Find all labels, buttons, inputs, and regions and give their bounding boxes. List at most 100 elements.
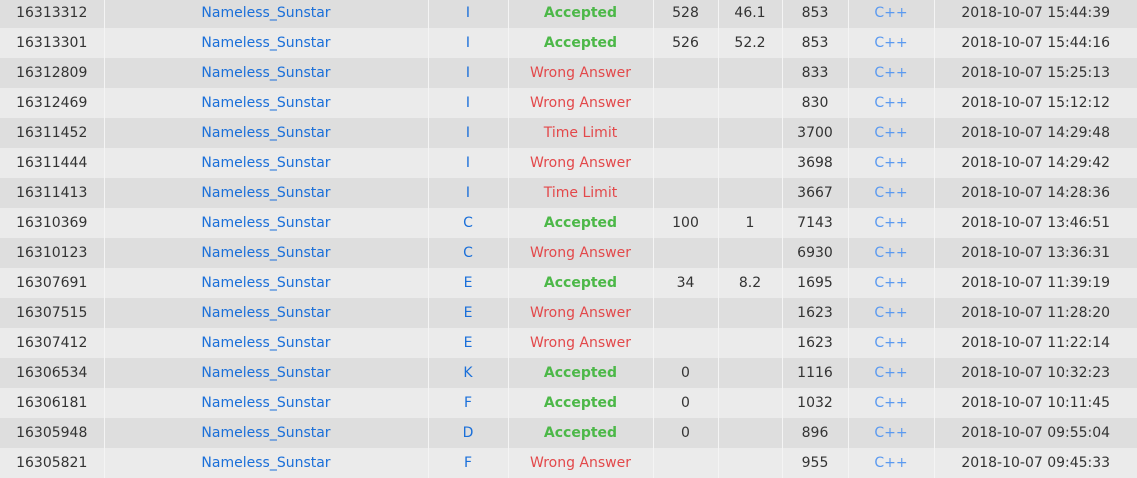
memory-value xyxy=(717,388,782,418)
run-id: 16311413 xyxy=(16,185,88,201)
language-link[interactable]: C++ xyxy=(847,268,934,298)
user-link[interactable]: Nameless_Sunstar xyxy=(103,58,428,88)
submit-time: 2018-10-07 15:44:39 xyxy=(933,0,1137,28)
user-link[interactable]: Nameless_Sunstar xyxy=(103,268,428,298)
run-id: 16310123 xyxy=(16,245,88,261)
result-status: Accepted xyxy=(507,388,653,418)
language-link[interactable]: C++ xyxy=(847,238,934,268)
time-value xyxy=(652,178,718,208)
memory-value xyxy=(717,178,782,208)
problem-link[interactable]: I xyxy=(427,178,508,208)
result-status: Time Limit xyxy=(507,118,653,148)
time-value xyxy=(652,58,718,88)
time-value: 0 xyxy=(652,358,718,388)
result-status: Wrong Answer xyxy=(507,448,653,478)
run-id: 16312469 xyxy=(16,95,88,111)
time-value xyxy=(652,448,718,478)
run-id: 16311452 xyxy=(16,125,88,141)
problem-link[interactable]: I xyxy=(427,58,508,88)
code-length: 3667 xyxy=(781,178,848,208)
code-length: 830 xyxy=(781,88,848,118)
problem-link[interactable]: D xyxy=(427,418,508,448)
language-link[interactable]: C++ xyxy=(847,358,934,388)
user-link[interactable]: Nameless_Sunstar xyxy=(103,178,428,208)
problem-link[interactable]: C xyxy=(427,238,508,268)
language-link[interactable]: C++ xyxy=(847,148,934,178)
user-link[interactable]: Nameless_Sunstar xyxy=(103,148,428,178)
problem-link[interactable]: K xyxy=(427,358,508,388)
user-link[interactable]: Nameless_Sunstar xyxy=(103,118,428,148)
language-link[interactable]: C++ xyxy=(847,418,934,448)
time-value xyxy=(652,148,718,178)
submit-time: 2018-10-07 11:28:20 xyxy=(933,298,1137,328)
language-link[interactable]: C++ xyxy=(847,208,934,238)
problem-link[interactable]: C xyxy=(427,208,508,238)
submit-time: 2018-10-07 15:44:16 xyxy=(933,28,1137,58)
result-status: Accepted xyxy=(507,28,653,58)
time-value: 100 xyxy=(652,208,718,238)
language-link[interactable]: C++ xyxy=(847,118,934,148)
user-link[interactable]: Nameless_Sunstar xyxy=(103,88,428,118)
table-row: 16311452 Nameless_Sunstar I Time Limit 3700 C… xyxy=(0,118,1137,148)
code-length: 1623 xyxy=(781,328,848,358)
code-length: 1695 xyxy=(781,268,848,298)
language-link[interactable]: C++ xyxy=(847,58,934,88)
problem-link[interactable]: E xyxy=(427,328,508,358)
result-status: Accepted xyxy=(507,208,653,238)
language-link[interactable]: C++ xyxy=(847,388,934,418)
user-link[interactable]: Nameless_Sunstar xyxy=(103,418,428,448)
result-status: Accepted xyxy=(507,268,653,298)
user-link[interactable]: Nameless_Sunstar xyxy=(103,28,428,58)
user-link[interactable]: Nameless_Sunstar xyxy=(103,328,428,358)
code-length: 1032 xyxy=(781,388,848,418)
problem-link[interactable]: F xyxy=(427,388,508,418)
submit-time: 2018-10-07 09:55:04 xyxy=(933,418,1137,448)
user-link[interactable]: Nameless_Sunstar xyxy=(103,238,428,268)
problem-link[interactable]: F xyxy=(427,448,508,478)
time-value xyxy=(652,118,718,148)
user-link[interactable]: Nameless_Sunstar xyxy=(103,448,428,478)
memory-value xyxy=(717,238,782,268)
user-link[interactable]: Nameless_Sunstar xyxy=(103,298,428,328)
run-id: 16313312 xyxy=(16,5,88,21)
run-id: 16305821 xyxy=(16,455,88,471)
problem-link[interactable]: I xyxy=(427,148,508,178)
user-link[interactable]: Nameless_Sunstar xyxy=(103,388,428,418)
code-length: 6930 xyxy=(781,238,848,268)
result-status: Wrong Answer xyxy=(507,148,653,178)
memory-value xyxy=(717,298,782,328)
language-link[interactable]: C++ xyxy=(847,178,934,208)
language-link[interactable]: C++ xyxy=(847,298,934,328)
time-value xyxy=(652,328,718,358)
result-status: Accepted xyxy=(507,358,653,388)
memory-value xyxy=(717,328,782,358)
language-link[interactable]: C++ xyxy=(847,448,934,478)
problem-link[interactable]: I xyxy=(427,0,508,28)
language-link[interactable]: C++ xyxy=(847,0,934,28)
result-status: Wrong Answer xyxy=(507,88,653,118)
submit-time: 2018-10-07 13:36:31 xyxy=(933,238,1137,268)
problem-link[interactable]: I xyxy=(427,118,508,148)
language-link[interactable]: C++ xyxy=(847,28,934,58)
memory-value xyxy=(717,358,782,388)
language-link[interactable]: C++ xyxy=(847,328,934,358)
time-value xyxy=(652,88,718,118)
code-length: 3698 xyxy=(781,148,848,178)
time-value xyxy=(652,238,718,268)
language-link[interactable]: C++ xyxy=(847,88,934,118)
user-link[interactable]: Nameless_Sunstar xyxy=(103,208,428,238)
user-link[interactable]: Nameless_Sunstar xyxy=(103,0,428,28)
problem-link[interactable]: E xyxy=(427,268,508,298)
problem-link[interactable]: E xyxy=(427,298,508,328)
submit-time: 2018-10-07 15:25:13 xyxy=(933,58,1137,88)
code-length: 1116 xyxy=(781,358,848,388)
table-row: 16306181 Nameless_Sunstar F Accepted 0 1032 C+… xyxy=(0,388,1137,418)
submit-time: 2018-10-07 15:12:12 xyxy=(933,88,1137,118)
user-link[interactable]: Nameless_Sunstar xyxy=(103,358,428,388)
problem-link[interactable]: I xyxy=(427,28,508,58)
code-length: 3700 xyxy=(781,118,848,148)
problem-link[interactable]: I xyxy=(427,88,508,118)
table-row: 16313312 Nameless_Sunstar I Accepted 528 46.1… xyxy=(0,0,1137,28)
memory-value: 52.2 xyxy=(717,28,782,58)
